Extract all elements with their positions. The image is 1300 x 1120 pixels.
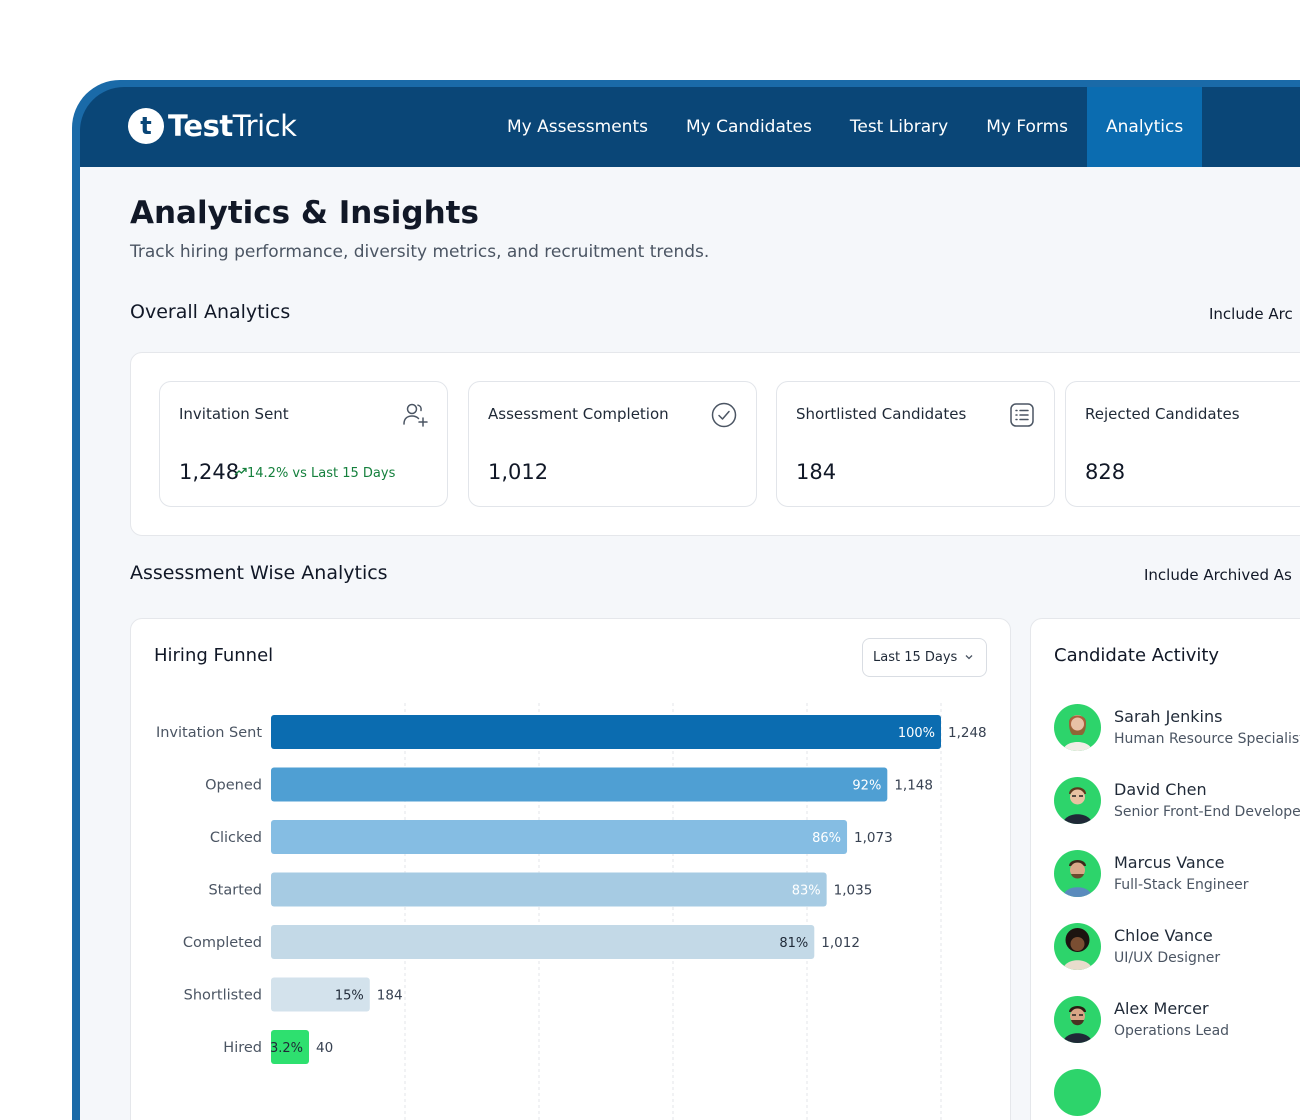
stat-value: 1,012 [488,460,549,484]
stat-label: Assessment Completion [488,405,669,423]
stat-label: Rejected Candidates [1085,405,1240,423]
nav-item-my-forms[interactable]: My Forms [986,117,1069,137]
avatar [1054,1069,1101,1116]
date-range-value: Last 15 Days [873,650,958,665]
brand-name-bold: Test [168,109,233,143]
brand-name-light: Trick [232,109,297,143]
funnel-value-label: 1,248 [948,725,987,741]
list-icon [1010,403,1034,427]
stat-value: 184 [796,460,837,484]
funnel-bar [271,925,815,959]
funnel-category-label: Started [208,883,262,899]
logo-mark-icon: t [128,108,164,144]
app-frame: t TestTrick My Assessments My Candidates… [72,80,1300,1120]
funnel-bar [271,767,888,802]
include-archived-assessments-label[interactable]: Include Archived As [1144,566,1292,584]
candidate-name: Chloe Vance [1114,926,1213,945]
hiring-funnel-chart: Invitation Sent 100% 1,248 Opened 92% 1,148 Cl… [156,703,987,1120]
funnel-value-label: 1,073 [854,830,893,846]
stat-card-invitation-sent[interactable]: Invitation Sent 1,248 14.2% vs Last 15 D… [159,381,448,507]
candidate-name: Sarah Jenkins [1114,707,1223,726]
funnel-percent-label: 15% [335,989,364,1004]
main-content: Analytics & Insights Track hiring perfor… [80,167,1300,1120]
funnel-category-label: Opened [205,778,262,794]
funnel-value-label: 1,012 [821,935,860,951]
candidate-role: Senior Front-End Developer [1114,804,1300,820]
funnel-value-label: 40 [316,1040,333,1056]
nav-item-my-candidates[interactable]: My Candidates [685,117,812,137]
hiring-funnel-title: Hiring Funnel [154,645,274,666]
funnel-bar [271,872,827,907]
stat-trend-text: 14.2% vs Last 15 Days [247,466,396,481]
overall-stats-panel: Invitation Sent 1,248 14.2% vs Last 15 D… [130,352,1300,536]
candidate-role: Operations Lead [1114,1023,1230,1039]
assessment-analytics-title: Assessment Wise Analytics [130,562,388,584]
stat-value: 1,248 [179,460,240,484]
funnel-value-label: 184 [377,988,403,1004]
funnel-category-label: Hired [223,1040,262,1056]
candidate-name: Marcus Vance [1114,853,1225,872]
nav-item-analytics[interactable]: Analytics [1087,87,1203,167]
funnel-value-label: 1,035 [834,883,873,899]
chevron-down-icon [965,655,973,660]
trend-up-icon [234,467,247,476]
funnel-percent-label: 83% [792,884,821,899]
funnel-percent-label: 3.2% [270,1041,303,1056]
candidate-role: Full-Stack Engineer [1114,877,1249,893]
candidate-activity-panel: Candidate Activity Sarah Jenkins Human R… [1030,618,1300,1120]
avatar [1054,996,1101,1043]
stat-card-shortlisted[interactable]: Shortlisted Candidates 184 [776,381,1055,507]
funnel-bar [271,977,370,1012]
candidate-name: David Chen [1114,780,1207,799]
funnel-percent-label: 100% [898,726,935,741]
avatar [1054,777,1101,824]
nav-item-my-assessments[interactable]: My Assessments [507,117,648,137]
funnel-value-label: 1,148 [894,778,933,794]
funnel-category-label: Completed [183,935,262,951]
funnel-bar [271,715,941,749]
stat-card-assessment-completion[interactable]: Assessment Completion 1,012 [468,381,757,507]
avatar [1054,850,1101,897]
user-add-icon [403,403,428,427]
avatar [1054,704,1101,751]
stat-label: Shortlisted Candidates [796,405,967,423]
stat-label: Invitation Sent [179,405,289,423]
stat-value: 828 [1085,460,1126,484]
nav-item-test-library[interactable]: Test Library [849,117,949,137]
funnel-category-label: Clicked [210,830,262,846]
candidate-role: UI/UX Designer [1114,950,1221,966]
brand-logo[interactable]: t TestTrick [128,108,297,144]
brand-name: TestTrick [168,109,297,143]
avatar [1054,923,1101,970]
nav-menu: My Assessments My Candidates Test Librar… [488,87,1203,167]
candidate-activity-title: Candidate Activity [1054,645,1220,666]
funnel-percent-label: 81% [779,936,808,951]
top-navbar: t TestTrick My Assessments My Candidates… [80,87,1300,167]
funnel-bar [271,820,848,854]
funnel-percent-label: 92% [852,779,881,794]
page-title: Analytics & Insights [130,195,479,231]
hiring-funnel-panel: Hiring Funnel Last 15 Days Invitation Se… [130,618,1011,1120]
page-subtitle: Track hiring performance, diversity metr… [130,242,710,262]
candidate-name: Alex Mercer [1114,999,1209,1018]
overall-analytics-title: Overall Analytics [130,301,291,323]
stat-trend: 14.2% vs Last 15 Days [234,466,395,481]
funnel-percent-label: 86% [812,831,841,846]
funnel-bar [271,1030,309,1064]
funnel-category-label: Invitation Sent [156,725,262,741]
include-archived-toggle-label[interactable]: Include Arc [1209,305,1293,323]
date-range-select[interactable]: Last 15 Days [862,638,987,677]
funnel-category-label: Shortlisted [184,988,262,1004]
check-circle-icon [711,402,737,428]
stat-card-rejected[interactable]: Rejected Candidates 828 [1065,381,1300,507]
candidate-role: Human Resource Specialist [1114,731,1300,747]
